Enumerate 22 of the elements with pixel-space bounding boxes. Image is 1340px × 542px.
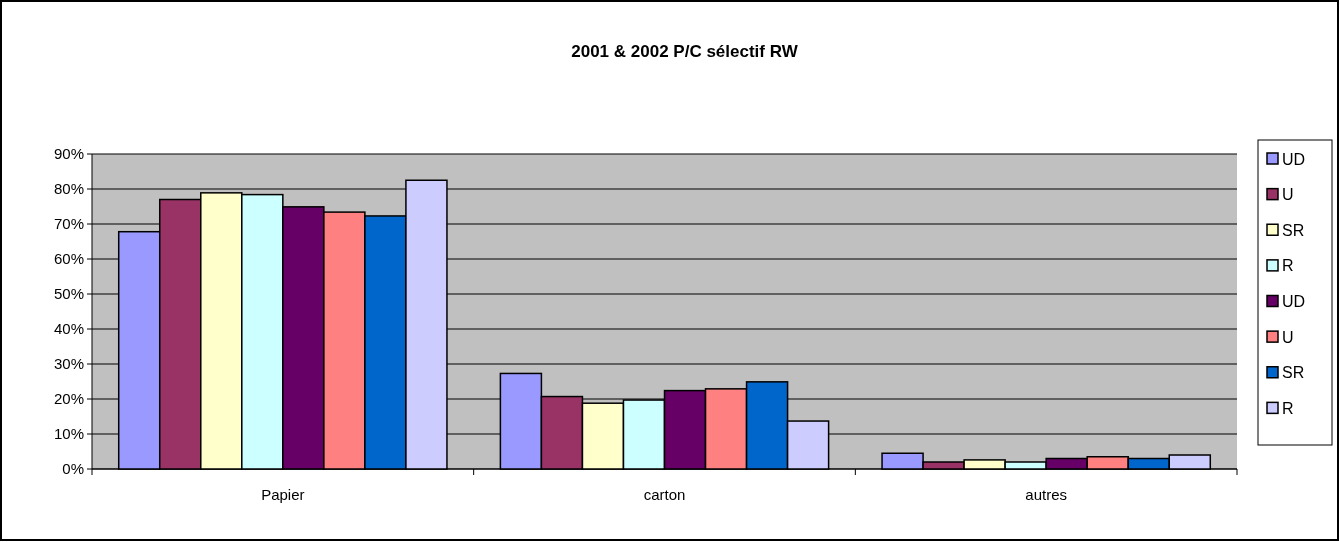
legend-label: R [1282,399,1294,417]
x-tick-label: Papier [261,486,305,503]
y-tick-label: 10% [53,425,84,443]
legend-label: UD [1282,150,1306,168]
y-tick-label: 40% [53,320,84,338]
x-tick-label: autres [1025,486,1068,503]
y-tick-label: 50% [53,285,84,303]
legend-label: U [1282,186,1294,204]
legend-label: SR [1282,221,1305,239]
y-tick-label: 20% [53,390,84,408]
legend-label: UD [1282,293,1306,311]
y-tick-label: 60% [53,250,84,268]
legend-label: SR [1282,364,1305,382]
legend-label: R [1282,257,1294,275]
y-tick-label: 90% [53,145,84,163]
y-tick-label: 0% [62,460,84,478]
legend-label: U [1282,328,1294,346]
y-tick-label: 70% [53,215,84,233]
x-tick-label: carton [643,486,686,503]
y-tick-label: 30% [53,355,84,373]
chart-title: 2001 & 2002 P/C sélectif RW [571,42,799,61]
y-tick-label: 80% [53,180,84,198]
